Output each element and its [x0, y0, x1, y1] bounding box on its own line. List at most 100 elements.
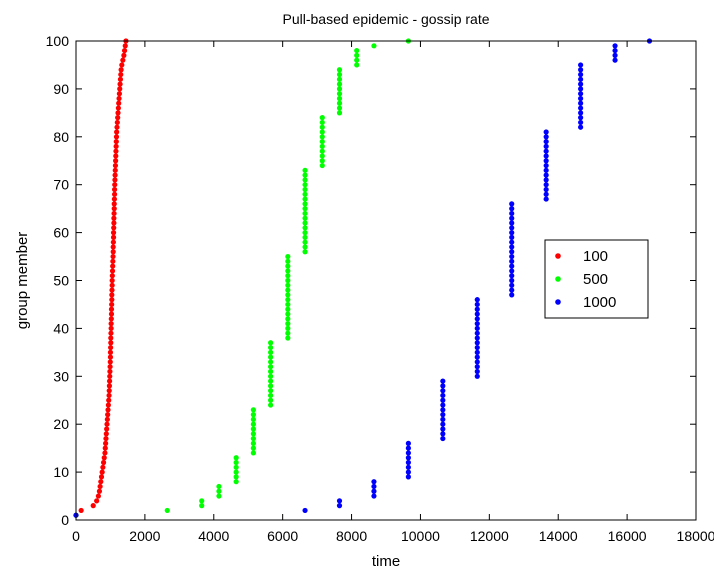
data-point [110, 230, 117, 236]
data-point [474, 325, 480, 331]
x-tick-label: 0 [72, 528, 80, 544]
data-point [302, 230, 308, 236]
data-point [474, 349, 480, 355]
legend-label: 1000 [583, 294, 616, 311]
data-point [336, 81, 343, 87]
data-point [319, 158, 325, 164]
data-point [474, 368, 480, 375]
y-tick-label: 100 [46, 33, 70, 49]
series-500 [73, 38, 411, 518]
data-point [371, 493, 377, 499]
data-point [113, 158, 119, 164]
y-axis-label: group member [14, 232, 31, 330]
data-point [108, 321, 114, 327]
data-point [99, 469, 105, 475]
data-point [94, 498, 100, 504]
data-point [268, 344, 274, 351]
data-point [233, 469, 239, 475]
data-point [474, 335, 480, 341]
data-point [285, 277, 291, 284]
data-point [405, 450, 411, 456]
data-point [104, 416, 110, 423]
data-point [509, 206, 515, 212]
y-tick-label: 0 [61, 512, 69, 528]
data-point [96, 488, 103, 494]
data-point [405, 474, 411, 480]
data-point [118, 67, 124, 73]
data-point [111, 215, 117, 221]
data-point [319, 129, 325, 135]
data-point [95, 493, 101, 499]
data-point [104, 426, 110, 432]
data-point [285, 282, 291, 288]
data-point [105, 412, 111, 418]
data-point [108, 344, 114, 351]
data-point [250, 426, 256, 432]
data-point [233, 474, 239, 480]
data-point [474, 340, 480, 346]
data-point [100, 459, 107, 466]
data-point [336, 91, 343, 97]
data-point [319, 162, 325, 169]
data-point [509, 268, 515, 274]
data-point [285, 311, 291, 317]
data-point [336, 76, 343, 82]
data-point [110, 234, 117, 240]
data-point [578, 100, 584, 106]
data-point [336, 105, 343, 111]
data-point [108, 311, 115, 317]
data-point [250, 445, 256, 451]
data-point [106, 378, 113, 384]
data-point [354, 52, 360, 58]
data-point [336, 503, 343, 509]
y-tick-label: 90 [53, 81, 69, 97]
data-point [233, 464, 239, 470]
data-point [578, 105, 584, 111]
data-point [509, 201, 515, 207]
data-point [440, 383, 446, 389]
data-point [233, 459, 239, 466]
data-point [111, 196, 118, 202]
data-point [509, 220, 515, 226]
data-point [543, 191, 549, 197]
y-tick-label: 10 [53, 464, 69, 480]
data-point [105, 402, 111, 408]
data-point [111, 220, 117, 226]
data-point [371, 483, 377, 490]
data-point [509, 230, 515, 236]
data-point [268, 383, 274, 389]
data-point [268, 368, 274, 375]
data-point [543, 143, 549, 149]
data-point [578, 91, 584, 97]
data-point [114, 129, 120, 135]
data-point [106, 388, 112, 394]
data-point [268, 340, 274, 346]
data-point [113, 153, 119, 159]
data-point [440, 435, 446, 442]
data-point [474, 306, 480, 312]
data-point [250, 421, 256, 427]
data-point [216, 488, 222, 494]
data-point [612, 57, 618, 63]
data-point [509, 282, 515, 288]
data-point [102, 450, 108, 456]
data-point [354, 62, 360, 68]
data-point [111, 210, 117, 217]
chart-title: Pull-based epidemic - gossip rate [283, 11, 490, 27]
data-point [285, 263, 291, 269]
data-point [103, 431, 109, 437]
data-point [110, 263, 116, 269]
data-point [578, 110, 584, 116]
data-point [509, 234, 515, 240]
data-point [578, 81, 584, 87]
data-point [104, 421, 110, 427]
plot-frame [75, 40, 697, 521]
y-tick-label: 80 [53, 129, 69, 145]
data-point [405, 464, 411, 470]
data-point [336, 67, 343, 73]
data-point [319, 148, 325, 154]
data-point [354, 47, 360, 54]
data-point [113, 138, 119, 145]
data-point [336, 95, 343, 102]
data-point [285, 253, 291, 260]
